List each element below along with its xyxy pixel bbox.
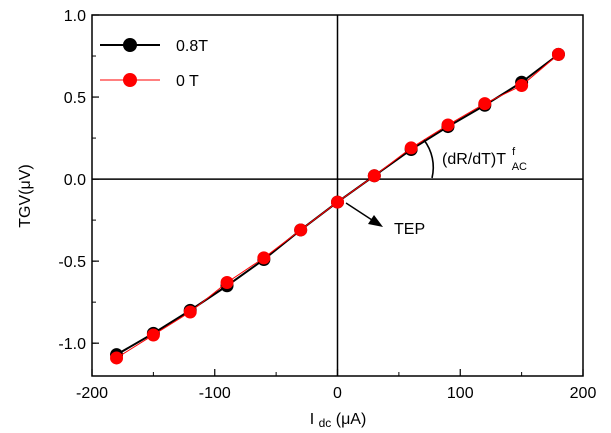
y-tick-label: 0.0 <box>64 172 86 189</box>
tep-arrow-line <box>345 202 373 221</box>
series-0T <box>110 47 565 365</box>
data-point <box>110 351 124 365</box>
x-axis-title-rest: (μA) <box>336 411 367 428</box>
legend-label-0T: 0 T <box>176 73 199 90</box>
data-point <box>257 251 271 265</box>
data-point <box>551 47 565 61</box>
y-tick-label: 1.0 <box>64 8 86 25</box>
y-axis-title: TGV(μV) <box>17 164 34 227</box>
axes: -200 -100 0 100 200 -1.0 -0.5 0.0 0.5 1.0 <box>58 8 596 402</box>
tep-arrow-head <box>368 215 383 227</box>
legend-marker-0.8T <box>123 38 137 52</box>
legend-marker-0T <box>123 73 137 87</box>
slope-angle-arc <box>423 139 435 179</box>
x-tick-label: 0 <box>333 385 342 402</box>
data-point <box>441 118 455 132</box>
series-layer <box>110 47 565 365</box>
annotations: TEP (dR/dT)T f AC <box>345 139 527 238</box>
slope-label: (dR/dT)T f AC <box>442 142 527 173</box>
y-tick-label: -0.5 <box>58 254 86 271</box>
data-point <box>220 275 234 289</box>
x-axis-title-main: I <box>310 411 314 428</box>
tep-label: TEP <box>394 221 425 238</box>
data-point <box>146 328 160 342</box>
data-point <box>367 169 381 183</box>
y-tick-label: -1.0 <box>58 336 86 353</box>
slope-label-sup: f <box>512 146 516 158</box>
x-tick-label: -200 <box>76 385 108 402</box>
slope-label-sub: AC <box>512 161 527 173</box>
data-point <box>515 79 529 93</box>
slope-label-main: (dR/dT)T <box>442 151 506 168</box>
x-tick-label: 200 <box>570 385 597 402</box>
legend-label-0.8T: 0.8T <box>176 38 208 55</box>
x-axis-title: I dc (μA) <box>310 411 367 431</box>
data-point <box>294 223 308 237</box>
data-point <box>183 305 197 319</box>
data-point <box>331 195 344 209</box>
x-tick-label: 100 <box>447 385 474 402</box>
x-tick-label: -100 <box>199 385 231 402</box>
data-point <box>478 97 492 111</box>
legend: 0.8T 0 T <box>100 38 208 90</box>
y-tick-label: 0.5 <box>64 90 86 107</box>
data-point <box>404 141 418 155</box>
x-axis-title-sub: dc <box>319 416 332 430</box>
